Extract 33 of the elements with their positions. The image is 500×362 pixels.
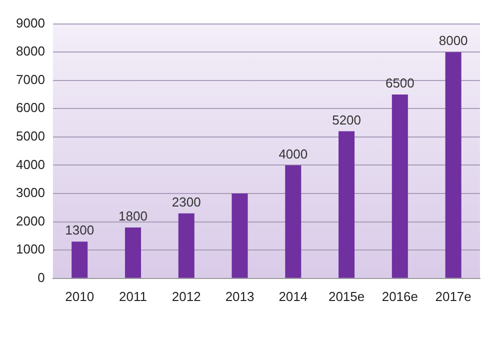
y-tick-label: 3000	[16, 185, 45, 200]
y-tick-label: 6000	[16, 100, 45, 116]
data-label: 1300	[65, 222, 94, 238]
bar	[124, 227, 142, 278]
data-label: 2300	[172, 194, 201, 210]
bar	[445, 52, 462, 278]
x-tick-label: 2010	[65, 288, 94, 304]
y-tick-label: 0	[38, 270, 45, 285]
bar	[392, 94, 408, 278]
bar	[285, 165, 302, 278]
data-label: 5200	[332, 112, 361, 128]
x-tick-label: 2014	[278, 288, 308, 304]
data-label: 6500	[385, 76, 414, 91]
x-tick-label: 2012	[172, 288, 201, 304]
y-tick-label: 1000	[16, 242, 45, 257]
x-tick-label: 2013	[225, 288, 254, 304]
y-tick-label: 4000	[16, 156, 45, 172]
y-tick-label: 5000	[16, 128, 45, 144]
data-label: 1800	[118, 208, 148, 224]
x-tick-label: 2011	[119, 288, 147, 304]
bar	[338, 131, 355, 278]
bar	[178, 213, 194, 278]
bar	[72, 242, 88, 278]
x-tick-label: 2017e	[435, 288, 472, 304]
x-tick-label: 2015e	[328, 288, 365, 304]
data-label: 4000	[278, 146, 308, 162]
y-tick-label: 9000	[16, 15, 45, 30]
bar	[232, 194, 248, 278]
x-tick-label: 2016e	[382, 288, 418, 304]
y-tick-label: 7000	[16, 72, 45, 87]
y-tick-label: 2000	[16, 213, 45, 228]
y-tick-label: 8000	[16, 44, 45, 59]
data-label: 8000	[438, 33, 468, 48]
